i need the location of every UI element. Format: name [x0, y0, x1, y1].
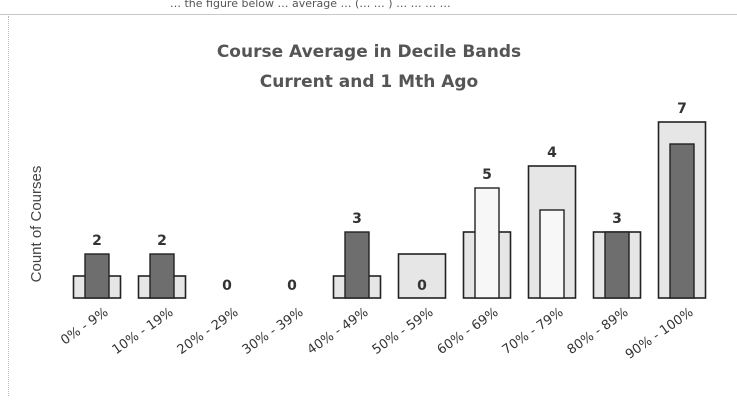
bar-current [344, 231, 370, 299]
bar-chart: Course Average in Decile Bands Current a… [28, 42, 707, 363]
bar-current [149, 253, 175, 299]
x-tick-label: 0% - 9% [58, 305, 111, 348]
bar-current [539, 209, 565, 299]
data-label: 0 [222, 278, 232, 294]
chart-subtitle: Current and 1 Mth Ago [260, 72, 479, 92]
document-header-strip: … the figure below … average … (… … ) … … [0, 0, 737, 15]
bars-group [72, 121, 707, 299]
data-label: 5 [482, 167, 492, 183]
data-label: 3 [612, 211, 622, 227]
x-tick-label: 30% - 39% [240, 305, 307, 358]
data-label: 0 [417, 278, 427, 294]
bar-current [669, 143, 695, 299]
data-label: 3 [352, 211, 362, 227]
data-label: 0 [287, 278, 297, 294]
bar-previous [397, 253, 447, 299]
header-partial-text: … the figure below … average … (… … ) … … [170, 0, 451, 10]
bar-current [84, 253, 110, 299]
x-tick-label: 40% - 49% [305, 305, 372, 358]
x-tick-label: 60% - 69% [435, 305, 502, 358]
x-tick-label: 20% - 29% [175, 305, 242, 358]
data-label: 2 [92, 233, 102, 249]
x-tick-label: 50% - 59% [370, 305, 437, 358]
data-label: 2 [157, 233, 167, 249]
data-labels-group: 2 2 0 0 3 0 5 4 3 7 [92, 101, 687, 294]
x-tick-label: 10% - 19% [110, 305, 177, 358]
x-tick-label: 70% - 79% [500, 305, 567, 358]
x-tick-labels-group: 0% - 9%10% - 19%20% - 29%30% - 39%40% - … [58, 305, 696, 363]
x-tick-label: 80% - 89% [565, 305, 632, 358]
data-label: 7 [677, 101, 687, 117]
chart-title: Course Average in Decile Bands [217, 42, 521, 62]
data-label: 4 [547, 145, 557, 161]
chart-frame: Course Average in Decile Bands Current a… [8, 16, 735, 396]
y-axis-label: Count of Courses [28, 166, 45, 283]
bar-current [474, 187, 500, 299]
x-tick-label: 90% - 100% [623, 305, 696, 363]
bar-current [604, 231, 630, 299]
